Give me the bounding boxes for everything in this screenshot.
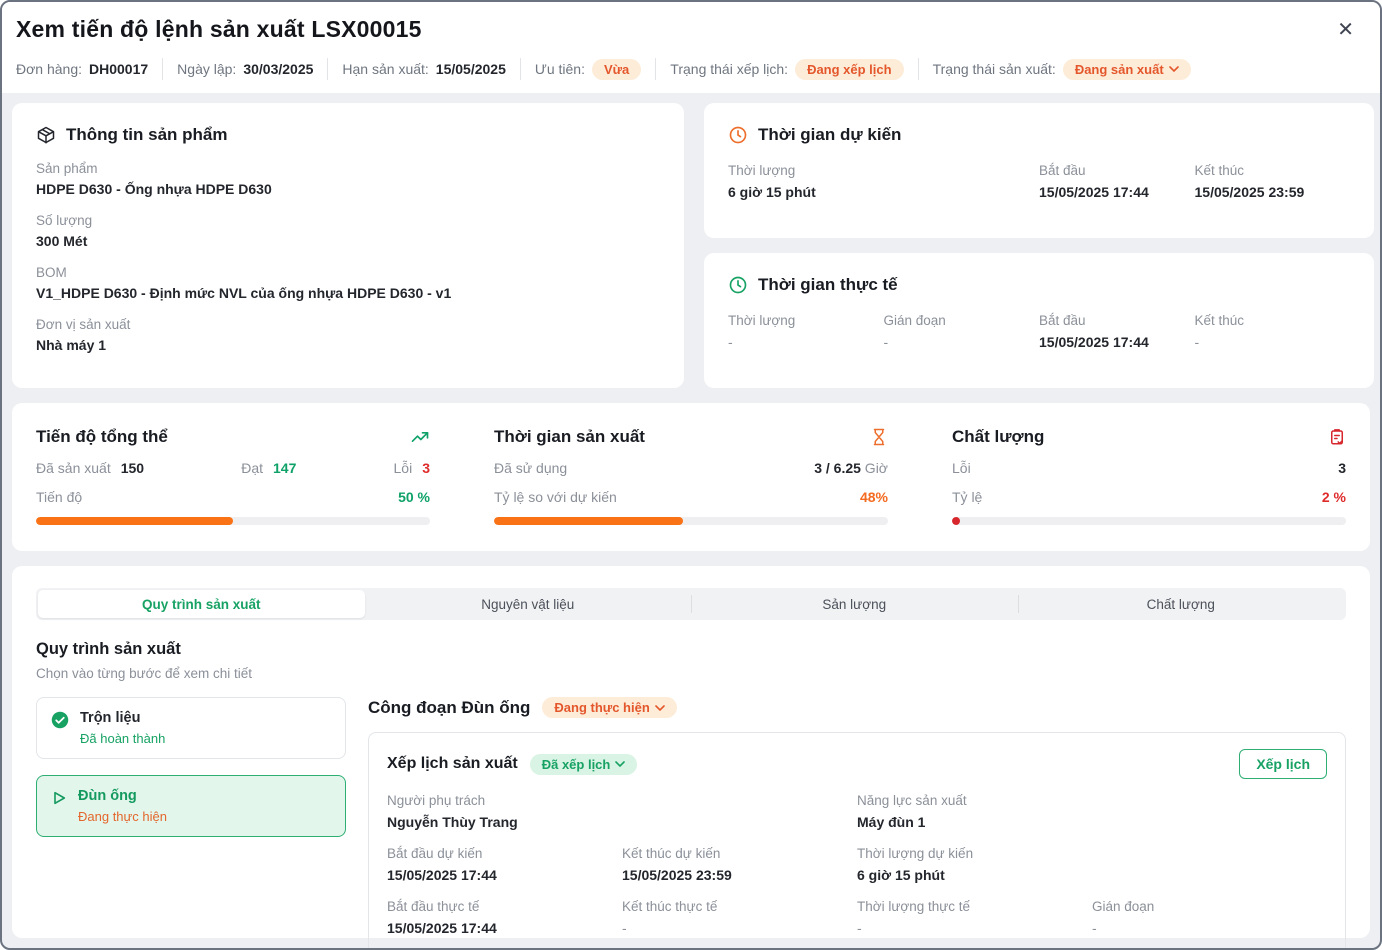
priority-badge: Vừa	[591, 58, 642, 80]
planned-end-field: Kết thúc dự kiến 15/05/2025 23:59	[622, 846, 732, 883]
chevron-down-icon	[1168, 66, 1179, 72]
clock-icon	[728, 125, 748, 145]
step-tron-lieu[interactable]: Trộn liệu Đã hoàn thành	[36, 697, 346, 759]
divider	[917, 58, 919, 80]
actual-end-field: Kết thúc thực tế -	[622, 899, 718, 936]
time-bar	[494, 517, 888, 525]
bom-field: BOM V1_HDPE D630 - Định mức NVL của ống …	[36, 265, 452, 301]
passed-stat: Đạt 147	[241, 460, 297, 476]
time-stat-title: Thời gian sản xuất	[494, 427, 645, 446]
process-steps: Trộn liệu Đã hoàn thành Đùn ống Đang thự…	[36, 697, 346, 948]
dialog-header: Xem tiến độ lệnh sản xuất LSX00015 ✕ Đơn…	[2, 2, 1380, 93]
schedule-button[interactable]: Xếp lịch	[1239, 749, 1327, 779]
errors-stat: Lỗi 3	[393, 460, 430, 476]
tab-nguyen-vat-lieu[interactable]: Nguyên vật liệu	[481, 596, 575, 612]
production-time-stat: Thời gian sản xuất Đã sử dụng 3 / 6.25 G…	[494, 427, 888, 525]
progress-label: Tiến độ	[36, 489, 83, 505]
planned-start-field: Bắt đầu dự kiến 15/05/2025 17:44	[387, 846, 497, 883]
planned-end: Kết thúc 15/05/2025 23:59	[1194, 163, 1305, 200]
produced-stat: Đã sản xuất 150	[36, 460, 145, 476]
capacity-field: Năng lực sản xuất Máy đùn 1	[857, 793, 967, 830]
chevron-down-icon	[654, 704, 665, 711]
meta-priority: Ưu tiên: Vừa	[535, 58, 642, 80]
product-field: Sản phẩm HDPE D630 - Ống nhựa HDPE D630	[36, 161, 272, 197]
schedule-status-badge: Đang xếp lịch	[795, 58, 904, 80]
quality-bar	[952, 517, 1346, 525]
schedule-card: Xếp lịch sản xuất Đã xếp lịch Xếp lịch N…	[368, 732, 1346, 948]
time-ratio-label: Tỷ lệ so với dự kiến	[494, 489, 617, 505]
actual-time-title: Thời gian thực tế	[758, 275, 898, 294]
meta-deadline: Hạn sản xuất: 15/05/2025	[342, 61, 506, 77]
planned-duration-field: Thời lượng dự kiến 6 giờ 15 phút	[857, 846, 974, 883]
meta-production-status: Trạng thái sản xuất: Đang sản xuất	[933, 58, 1191, 80]
quality-ratio-percent: 2 %	[1321, 489, 1346, 505]
actual-end: Kết thúc -	[1194, 313, 1245, 350]
step-dun-ong[interactable]: Đùn ống Đang thực hiện	[36, 775, 346, 837]
product-info-card: Thông tin sản phẩm Sản phẩm HDPE D630 - …	[12, 103, 684, 388]
quality-stat-title: Chất lượng	[952, 427, 1045, 446]
meta-schedule-status: Trạng thái xếp lịch: Đang xếp lịch	[670, 58, 904, 80]
product-card-title: Thông tin sản phẩm	[66, 125, 228, 144]
stage-title: Công đoạn Đùn ống	[368, 697, 531, 717]
chevron-down-icon	[615, 761, 626, 767]
schedule-status-dropdown[interactable]: Đã xếp lịch	[529, 753, 638, 775]
divider	[327, 58, 329, 80]
quantity-field: Số lượng 300 Mét	[36, 213, 93, 249]
check-circle-icon	[51, 711, 69, 729]
used-time-label: Đã sử dụng	[494, 460, 568, 476]
actual-start-field: Bắt đầu thực tế 15/05/2025 17:44	[387, 899, 497, 936]
close-icon[interactable]: ✕	[1327, 16, 1364, 44]
actual-time-card: Thời gian thực tế Thời lượng - Gián đoạn…	[704, 253, 1374, 388]
production-status-dropdown[interactable]: Đang sản xuất	[1062, 58, 1191, 80]
progress-stat-title: Tiến độ tổng thể	[36, 427, 168, 446]
clipboard-check-icon	[1328, 428, 1346, 446]
actual-interruption: Gián đoạn -	[883, 313, 946, 350]
planned-start: Bắt đầu 15/05/2025 17:44	[1039, 163, 1149, 200]
interruption-field: Gián đoạn -	[1092, 899, 1155, 936]
stage-status-dropdown[interactable]: Đang thực hiện	[542, 697, 677, 718]
stage-detail: Công đoạn Đùn ống Đang thực hiện Xếp lịc…	[368, 697, 1346, 948]
quality-ratio-label: Tỷ lệ	[952, 489, 983, 505]
divider	[655, 58, 657, 80]
schedule-title: Xếp lịch sản xuất	[387, 755, 518, 772]
tab-san-luong[interactable]: Sản lượng	[691, 590, 1018, 618]
divider	[519, 58, 521, 80]
process-heading: Quy trình sản xuất	[36, 640, 181, 658]
used-time-value: 3 / 6.25 Giờ	[814, 460, 888, 476]
tab-chat-luong[interactable]: Chất lượng	[1017, 590, 1345, 618]
progress-bar	[36, 517, 430, 525]
meta-order: Đơn hàng: DH00017	[16, 61, 149, 77]
production-unit-field: Đơn vị sản xuất Nhà máy 1	[36, 317, 131, 353]
trending-up-icon	[410, 427, 430, 447]
progress-percent: 50 %	[398, 489, 430, 505]
planned-time-card: Thời gian dự kiến Thời lượng 6 giờ 15 ph…	[704, 103, 1374, 238]
divider	[162, 58, 164, 80]
stats-card: Tiến độ tổng thể Đã sản xuất 150 Đạt 147 L…	[12, 403, 1370, 551]
quality-stat: Chất lượng Lỗi 3 Tỷ lệ 2 %	[952, 427, 1346, 525]
meta-created-date: Ngày lập: 30/03/2025	[177, 61, 314, 77]
clock-icon	[728, 275, 748, 295]
package-icon	[36, 125, 56, 145]
actual-start: Bắt đầu 15/05/2025 17:44	[1039, 313, 1149, 350]
order-meta-bar: Đơn hàng: DH00017 Ngày lập: 30/03/2025 H…	[16, 44, 1364, 93]
overall-progress-stat: Tiến độ tổng thể Đã sản xuất 150 Đạt 147 L…	[36, 427, 430, 525]
details-section: Quy trình sản xuất Nguyên vật liệu Sản l…	[12, 566, 1370, 948]
planned-time-title: Thời gian dự kiến	[758, 125, 902, 144]
planned-duration: Thời lượng 6 giờ 15 phút	[728, 163, 816, 200]
process-subtitle: Chọn vào từng bước để xem chi tiết	[36, 666, 253, 681]
hourglass-icon	[870, 428, 888, 446]
tab-quy-trinh-san-xuat[interactable]: Quy trình sản xuất	[38, 590, 365, 618]
actual-duration: Thời lượng -	[728, 313, 796, 350]
time-ratio-percent: 48%	[859, 489, 888, 505]
assignee-field: Người phụ trách Nguyễn Thùy Trang	[387, 793, 518, 830]
page-title: Xem tiến độ lệnh sản xuất LSX00015	[16, 16, 422, 42]
detail-tabs: Quy trình sản xuất Nguyên vật liệu Sản l…	[36, 588, 1346, 620]
quality-error-value: 3	[1338, 460, 1346, 476]
quality-error-label: Lỗi	[952, 460, 971, 476]
actual-duration-field: Thời lượng thực tế -	[857, 899, 971, 936]
play-icon	[51, 790, 67, 806]
